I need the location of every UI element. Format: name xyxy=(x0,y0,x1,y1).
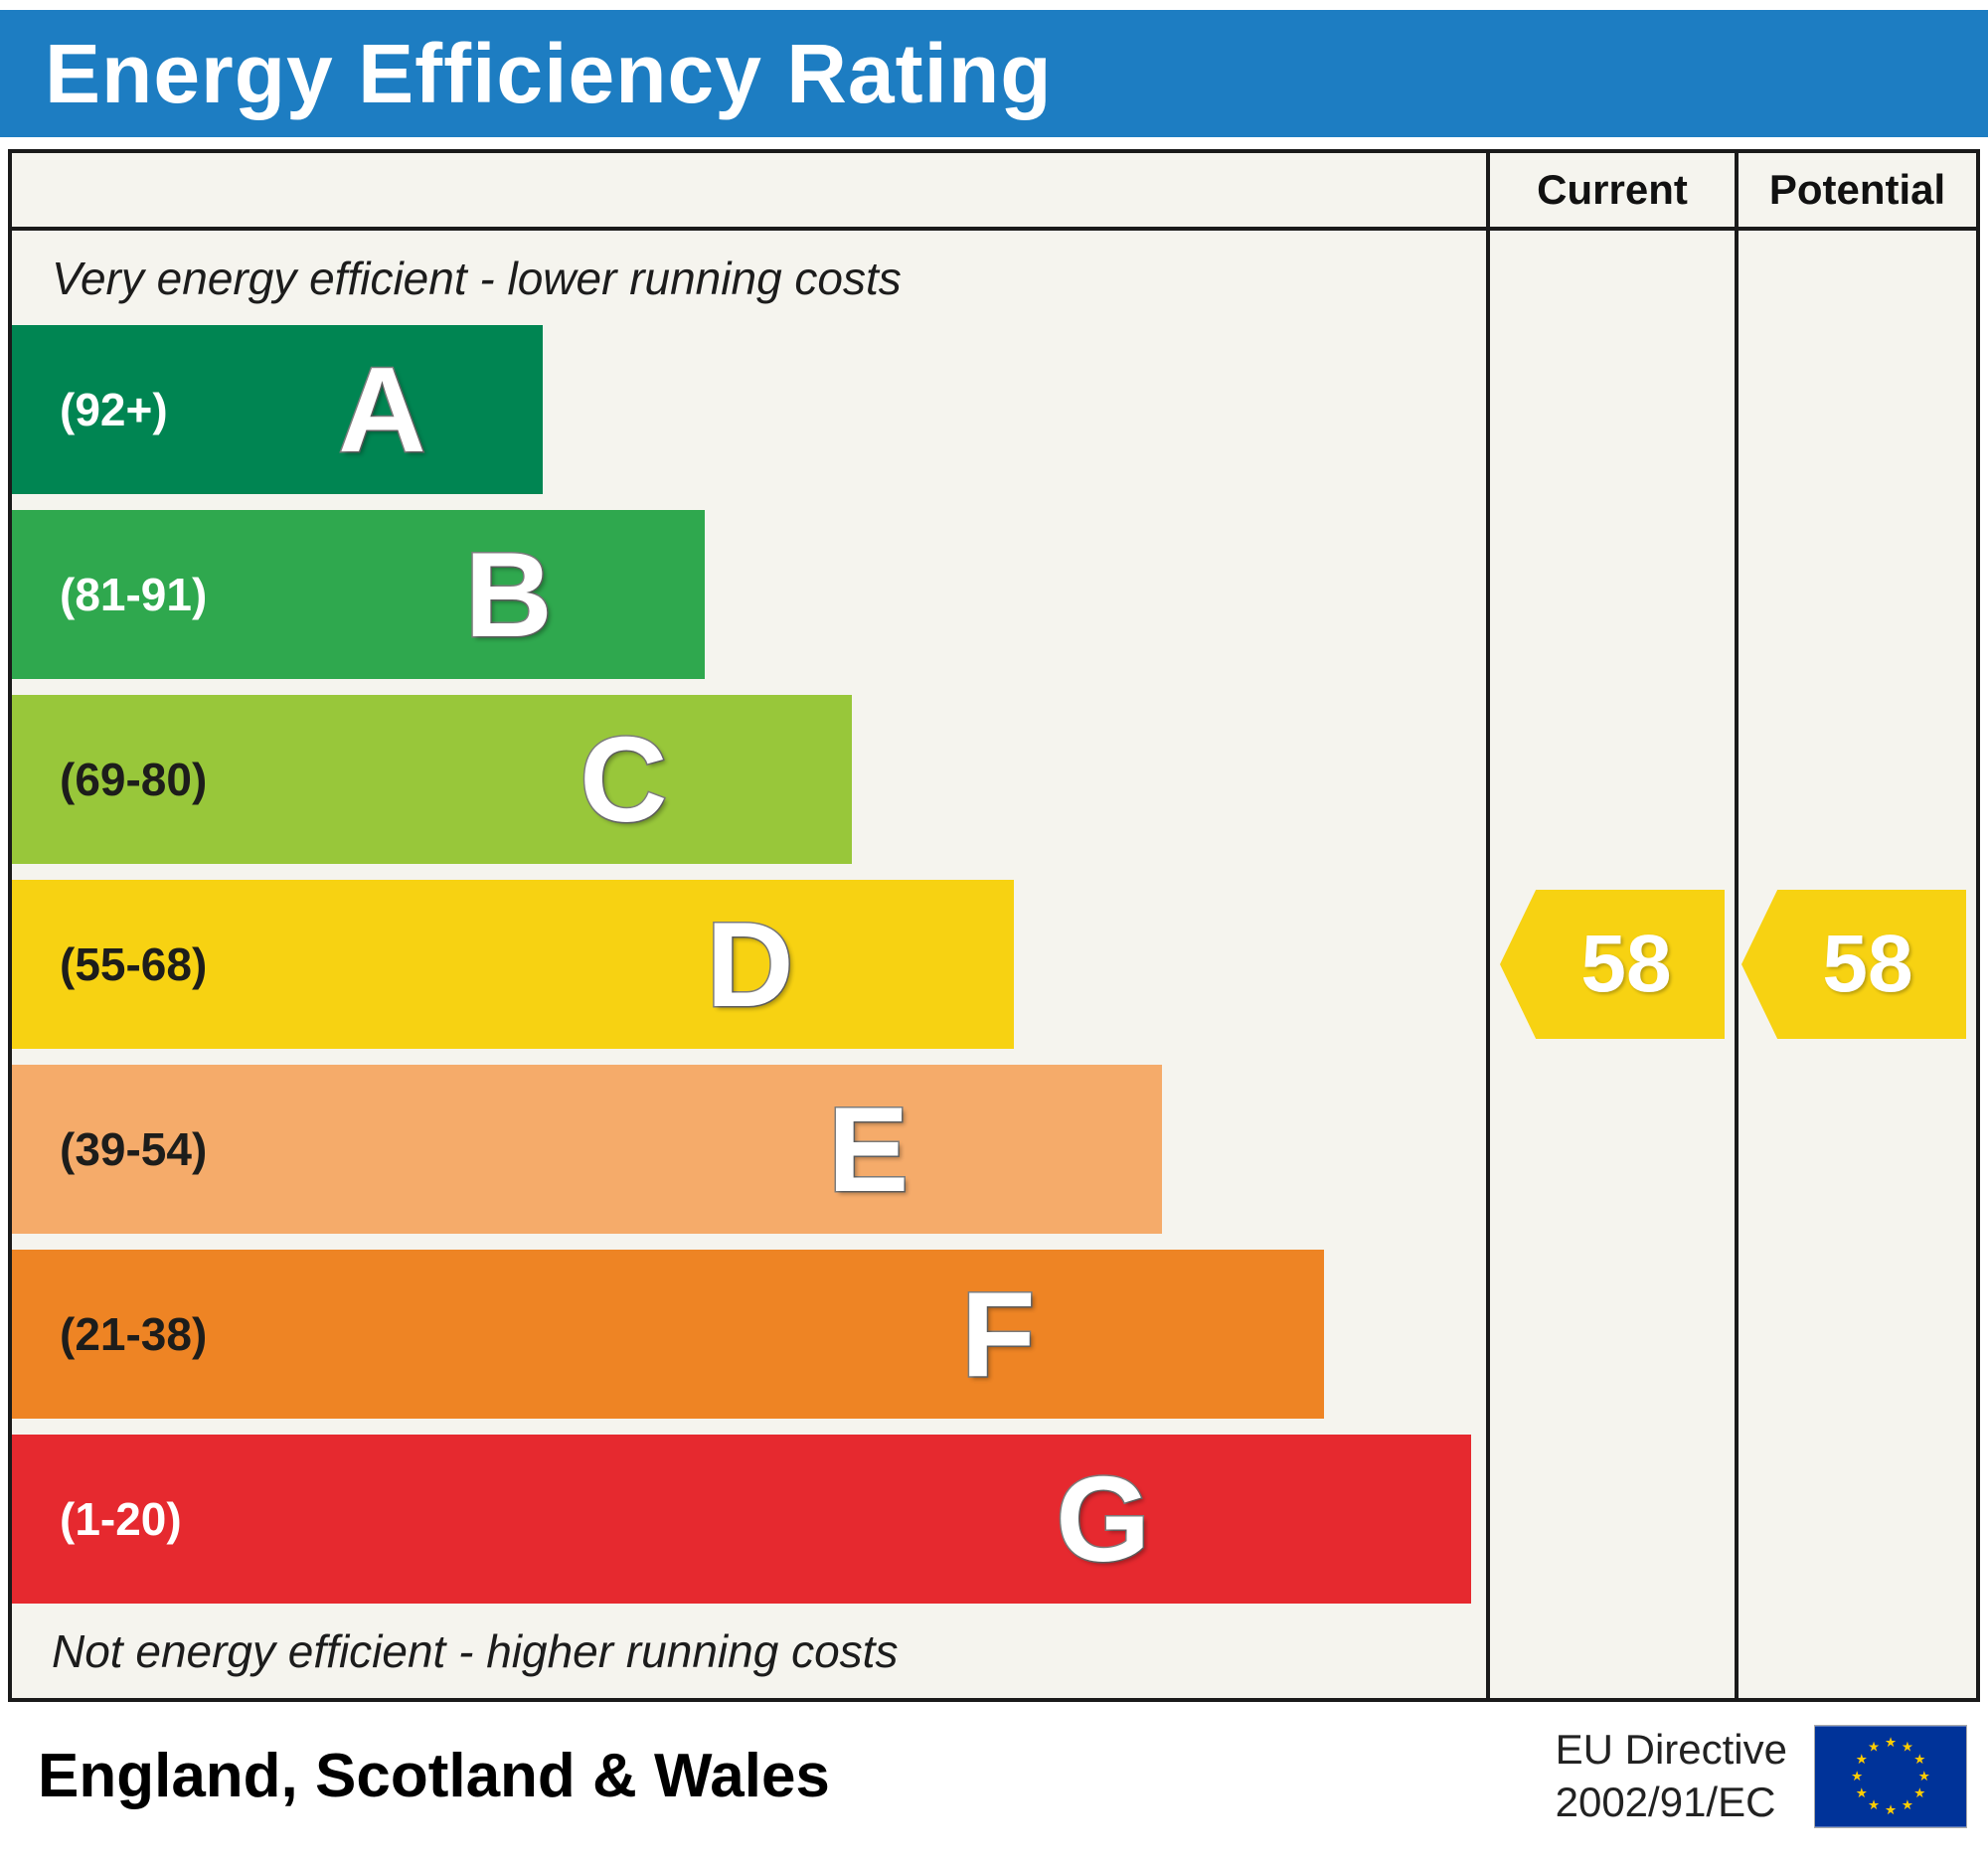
rating-band-row: (81-91) B xyxy=(12,510,1486,679)
band-letter: G xyxy=(1055,1451,1152,1587)
svg-text:★: ★ xyxy=(1913,1784,1925,1800)
title-bar: Energy Efficiency Rating xyxy=(0,10,1988,137)
svg-text:★: ★ xyxy=(1868,1797,1880,1813)
svg-text:★: ★ xyxy=(1856,1784,1868,1800)
svg-text:★: ★ xyxy=(1885,1801,1897,1817)
rating-bands: (92+) A (81-91) B (69-80) C (55-68) D (3… xyxy=(12,325,1486,1604)
svg-text:★: ★ xyxy=(1902,1739,1913,1755)
svg-text:★: ★ xyxy=(1902,1797,1913,1813)
potential-value: 58 xyxy=(1822,919,1913,1009)
band-range-label: (92+) xyxy=(60,384,168,435)
svg-text:★: ★ xyxy=(1856,1752,1868,1768)
potential-arrow: 58 xyxy=(1741,890,1966,1039)
region-label: England, Scotland & Wales xyxy=(38,1742,830,1810)
current-column-header: Current xyxy=(1486,153,1735,231)
bars-area: Very energy efficient - lower running co… xyxy=(12,231,1486,1698)
header-spacer xyxy=(12,153,1486,231)
band-letter: F xyxy=(959,1267,1037,1402)
rating-band-row: (55-68) D xyxy=(12,880,1486,1049)
current-column: 58 xyxy=(1486,231,1735,1698)
band-letter: A xyxy=(337,342,427,477)
band-range-label: (81-91) xyxy=(60,569,208,620)
rating-band-bar: (1-20) G xyxy=(12,1435,1472,1604)
potential-column-header: Potential xyxy=(1735,153,1976,231)
band-range-label: (39-54) xyxy=(60,1123,208,1175)
rating-band-bar: (55-68) D xyxy=(12,880,1015,1049)
eu-directive-line1: EU Directive xyxy=(1555,1726,1787,1773)
band-range-label: (1-20) xyxy=(60,1493,182,1545)
eu-flag-icon: ★ ★ ★ ★ ★ ★ ★ ★ ★ ★ ★ ★ xyxy=(1814,1724,1967,1828)
band-letter: E xyxy=(826,1082,910,1217)
current-arrow: 58 xyxy=(1500,890,1725,1039)
page-title: Energy Efficiency Rating xyxy=(45,26,1053,120)
top-note: Very energy efficient - lower running co… xyxy=(52,252,902,304)
band-letter: C xyxy=(579,712,669,847)
rating-band-row: (69-80) C xyxy=(12,695,1486,864)
band-range-label: (69-80) xyxy=(60,754,208,805)
svg-text:★: ★ xyxy=(1851,1769,1863,1784)
eu-directive: EU Directive 2002/91/EC xyxy=(1556,1724,1787,1828)
rating-band-row: (21-38) F xyxy=(12,1250,1486,1419)
rating-band-row: (92+) A xyxy=(12,325,1486,494)
rating-band-bar: (39-54) E xyxy=(12,1065,1162,1234)
bottom-note: Not energy efficient - higher running co… xyxy=(52,1624,899,1677)
svg-text:★: ★ xyxy=(1918,1769,1930,1784)
current-value: 58 xyxy=(1580,919,1672,1009)
potential-column: 58 xyxy=(1735,231,1976,1698)
footer: England, Scotland & Wales EU Directive 2… xyxy=(0,1702,1988,1850)
band-range-label: (55-68) xyxy=(60,938,208,990)
rating-band-bar: (92+) A xyxy=(12,325,543,494)
eu-directive-line2: 2002/91/EC xyxy=(1555,1778,1776,1825)
band-letter: D xyxy=(705,897,795,1032)
svg-text:★: ★ xyxy=(1885,1735,1897,1751)
svg-text:★: ★ xyxy=(1868,1739,1880,1755)
rating-band-row: (39-54) E xyxy=(12,1065,1486,1234)
band-range-label: (21-38) xyxy=(60,1308,208,1360)
rating-band-bar: (21-38) F xyxy=(12,1250,1324,1419)
chart-frame: Current Potential Very energy efficient … xyxy=(8,149,1980,1702)
svg-text:★: ★ xyxy=(1913,1752,1925,1768)
band-letter: B xyxy=(463,527,554,662)
rating-band-bar: (81-91) B xyxy=(12,510,705,679)
rating-band-bar: (69-80) C xyxy=(12,695,853,864)
rating-band-row: (1-20) G xyxy=(12,1435,1486,1604)
